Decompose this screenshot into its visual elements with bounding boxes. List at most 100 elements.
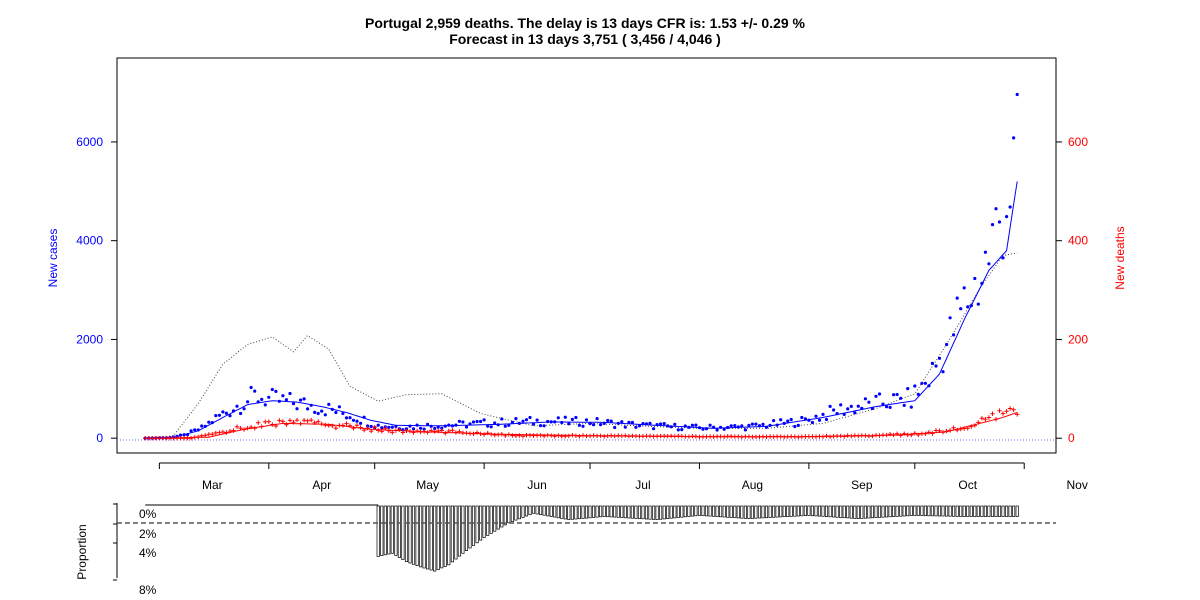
cases-smoothed-line [145, 181, 1018, 439]
death-point [552, 434, 557, 439]
proportion-bar [556, 505, 560, 519]
proportion-bar [796, 505, 800, 517]
case-point [242, 407, 246, 411]
case-point [228, 414, 232, 418]
proportion-bar [507, 505, 511, 524]
proportion-bar [606, 505, 610, 518]
case-point [277, 399, 281, 403]
death-point [421, 429, 427, 434]
death-point [602, 434, 607, 439]
death-point [273, 423, 279, 429]
case-point [422, 427, 426, 431]
proportion-bar [602, 505, 606, 517]
proportion-bar [888, 505, 892, 518]
case-point [704, 427, 709, 431]
death-point [319, 421, 324, 427]
case-point [627, 420, 631, 424]
case-point [899, 396, 903, 400]
proportion-tick-label: 2% [139, 527, 157, 541]
case-point [510, 420, 514, 424]
case-point [464, 425, 469, 429]
case-point [486, 424, 490, 428]
case-point [493, 421, 497, 425]
death-point [997, 408, 1002, 413]
case-point [316, 411, 320, 416]
proportion-bar [913, 505, 917, 516]
case-point [503, 424, 507, 428]
proportion-bar [436, 505, 440, 570]
death-point [556, 433, 561, 438]
death-point [203, 433, 208, 438]
case-point [726, 425, 730, 430]
proportion-bar [500, 505, 504, 528]
proportion-bar [885, 505, 889, 518]
case-point [909, 405, 913, 409]
case-point [906, 387, 910, 391]
case-point [479, 419, 483, 424]
case-point [644, 422, 649, 426]
case-point [662, 422, 666, 426]
death-point [842, 434, 847, 439]
death-point [609, 433, 614, 438]
death-point [577, 434, 582, 439]
proportion-bar [570, 505, 574, 520]
death-point [270, 422, 275, 427]
proportion-bar [644, 505, 649, 520]
proportion-bar [620, 505, 624, 518]
death-point [926, 430, 932, 435]
case-point [178, 433, 183, 437]
case-point [344, 416, 349, 420]
proportion-bar [761, 505, 765, 519]
case-point [860, 406, 864, 410]
case-point [832, 408, 836, 412]
proportion-bar [715, 505, 719, 517]
proportion-bar [775, 505, 779, 518]
case-point [196, 428, 200, 432]
case-point [923, 381, 928, 385]
proportion-bar [634, 505, 638, 519]
death-point [231, 428, 236, 433]
case-point [673, 422, 677, 426]
case-point [722, 427, 726, 431]
proportion-bar [404, 505, 409, 562]
death-point [210, 432, 215, 437]
proportion-bar [676, 505, 680, 518]
death-point [979, 416, 985, 421]
proportion-bar [923, 505, 927, 517]
death-point [390, 430, 395, 435]
death-point [566, 433, 571, 439]
case-point [856, 404, 860, 408]
death-point [383, 426, 388, 431]
proportion-bar [997, 505, 1002, 517]
case-point [870, 406, 875, 411]
death-point [241, 427, 247, 432]
proportion-bar [909, 505, 913, 516]
death-point [506, 432, 511, 437]
proportion-bar [814, 505, 818, 517]
forecast-line [145, 252, 1018, 439]
death-point [344, 421, 349, 426]
case-point [609, 419, 613, 423]
death-point [1000, 411, 1006, 416]
case-point [401, 428, 405, 432]
proportion-bar [846, 505, 850, 519]
death-point [397, 427, 402, 432]
proportion-bar [743, 505, 747, 519]
death-point [993, 417, 999, 422]
proportion-bar [380, 505, 384, 556]
case-point [1001, 256, 1005, 260]
death-point [916, 432, 921, 438]
proportion-bar [708, 505, 712, 517]
case-point [729, 424, 733, 428]
case-point [341, 411, 345, 416]
proportion-bar [697, 505, 702, 516]
death-point [284, 422, 289, 427]
death-point [280, 419, 286, 424]
case-point [200, 424, 204, 428]
case-point [779, 418, 783, 422]
proportion-bar [941, 505, 945, 517]
death-point [623, 433, 628, 438]
proportion-bar [959, 505, 963, 517]
case-point [599, 423, 603, 427]
case-point [235, 404, 239, 408]
